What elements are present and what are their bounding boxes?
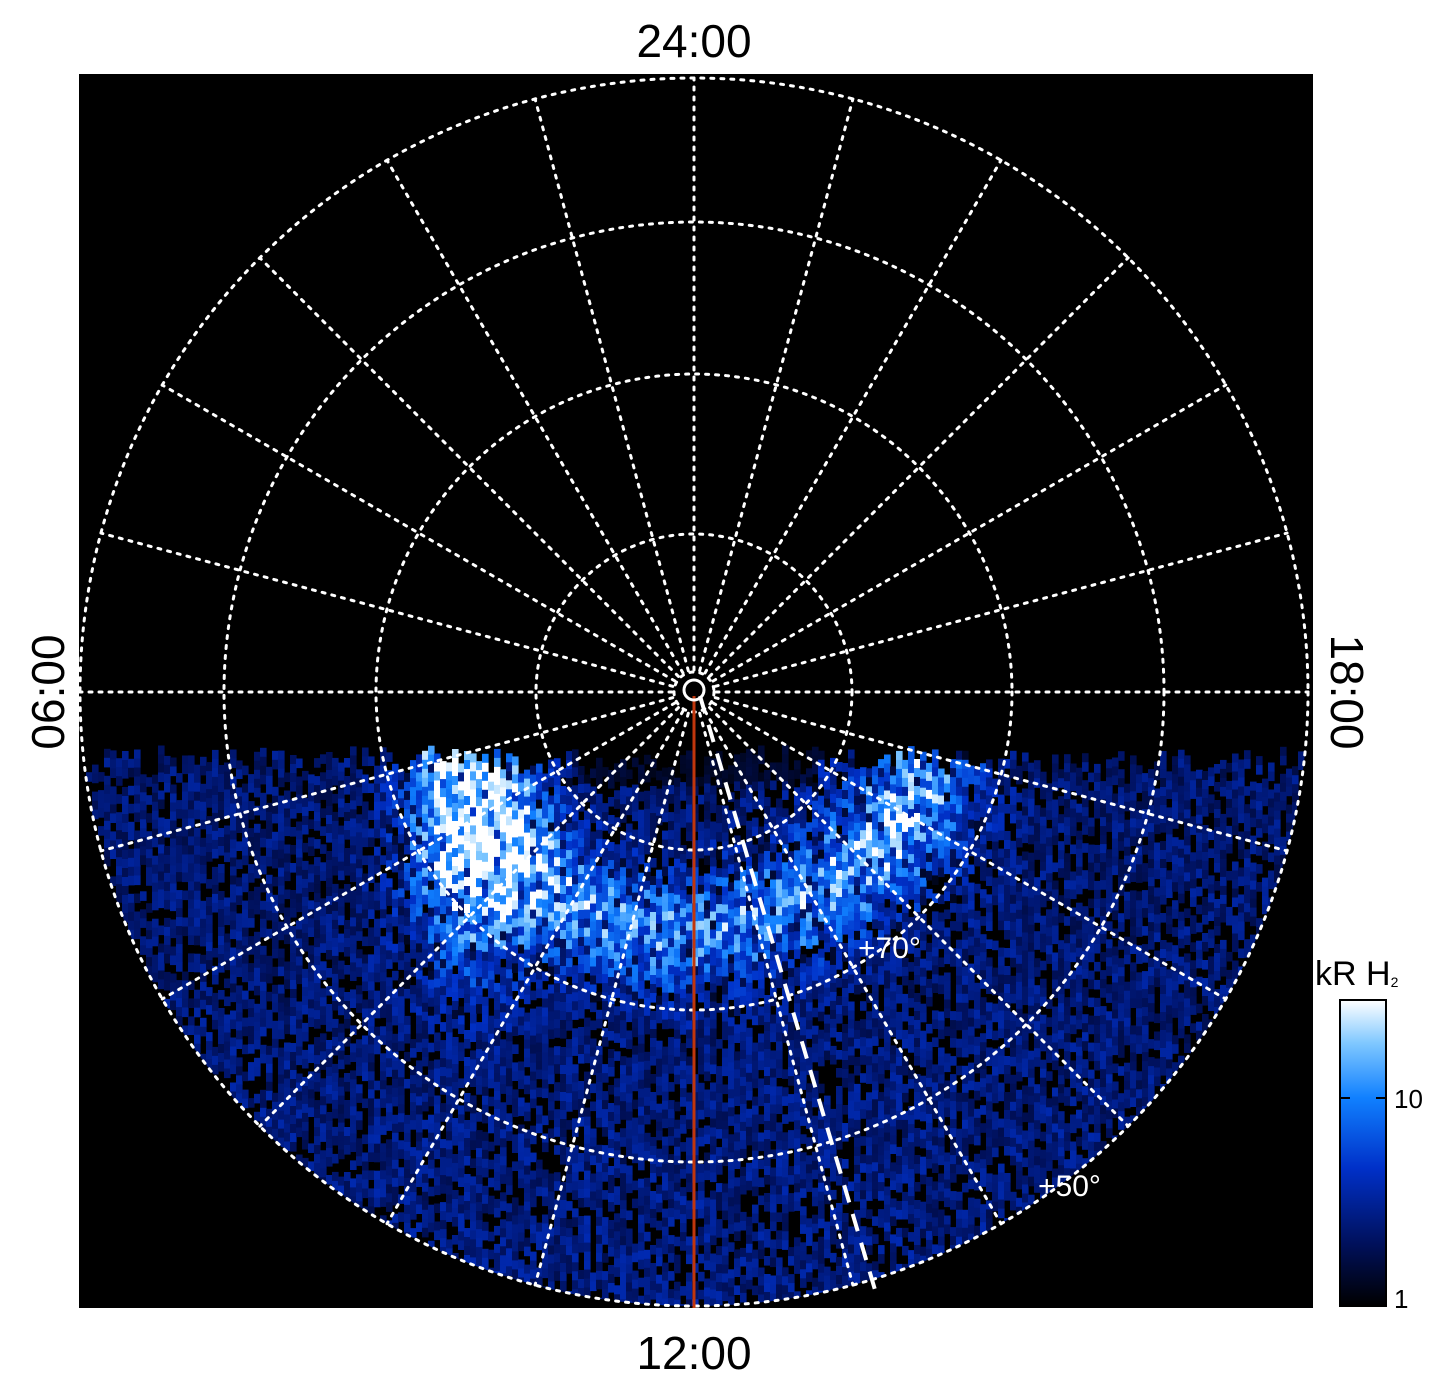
colorbar-tick-label-1: 1 (1394, 1284, 1409, 1314)
local-time-meridian (533, 97, 690, 673)
local-time-meridian (713, 696, 1289, 853)
local-time-meridian (708, 706, 1130, 1128)
local-time-meridian (698, 711, 855, 1287)
colorbar (1339, 999, 1387, 1307)
local-time-meridian (708, 256, 1130, 678)
dashed-reference-line (698, 695, 880, 1301)
local-time-meridian (703, 709, 1003, 1226)
local-time-meridian (533, 711, 690, 1287)
colorbar-title: kR H2 (1315, 955, 1398, 994)
latitude-label-50: +50° (1038, 1170, 1101, 1203)
colorbar-ticks (1340, 1097, 1386, 1307)
local-time-meridian (711, 701, 1228, 1001)
local-time-label-dusk: 18:00 (1321, 634, 1373, 750)
local-time-meridian (160, 383, 677, 683)
local-time-meridian (385, 158, 685, 675)
local-time-meridian (160, 701, 677, 1001)
pole-marker (682, 678, 706, 702)
latitude-circle (222, 220, 1166, 1164)
local-time-label-dawn: 06:00 (22, 634, 74, 750)
latitude-circle (534, 532, 854, 852)
local-time-label-noon: 12:00 (636, 1327, 752, 1379)
local-time-meridian (385, 709, 685, 1226)
colorbar-unit-subscript: 2 (1390, 974, 1399, 990)
local-time-meridian (698, 97, 855, 673)
auroral-emission-heatmap (86, 745, 1308, 1306)
local-time-meridian (258, 256, 680, 678)
local-time-meridian (713, 531, 1289, 688)
local-time-meridian (99, 696, 675, 853)
local-time-label-midnight: 24:00 (636, 15, 752, 67)
latitude-label-70: +70° (858, 932, 921, 965)
colorbar-unit: kR H (1315, 955, 1391, 993)
local-time-meridian (711, 383, 1228, 683)
local-time-meridian (258, 706, 680, 1128)
colorbar-tick-label-10: 10 (1394, 1084, 1423, 1114)
local-time-meridian (99, 531, 675, 688)
local-time-meridian (703, 158, 1003, 675)
